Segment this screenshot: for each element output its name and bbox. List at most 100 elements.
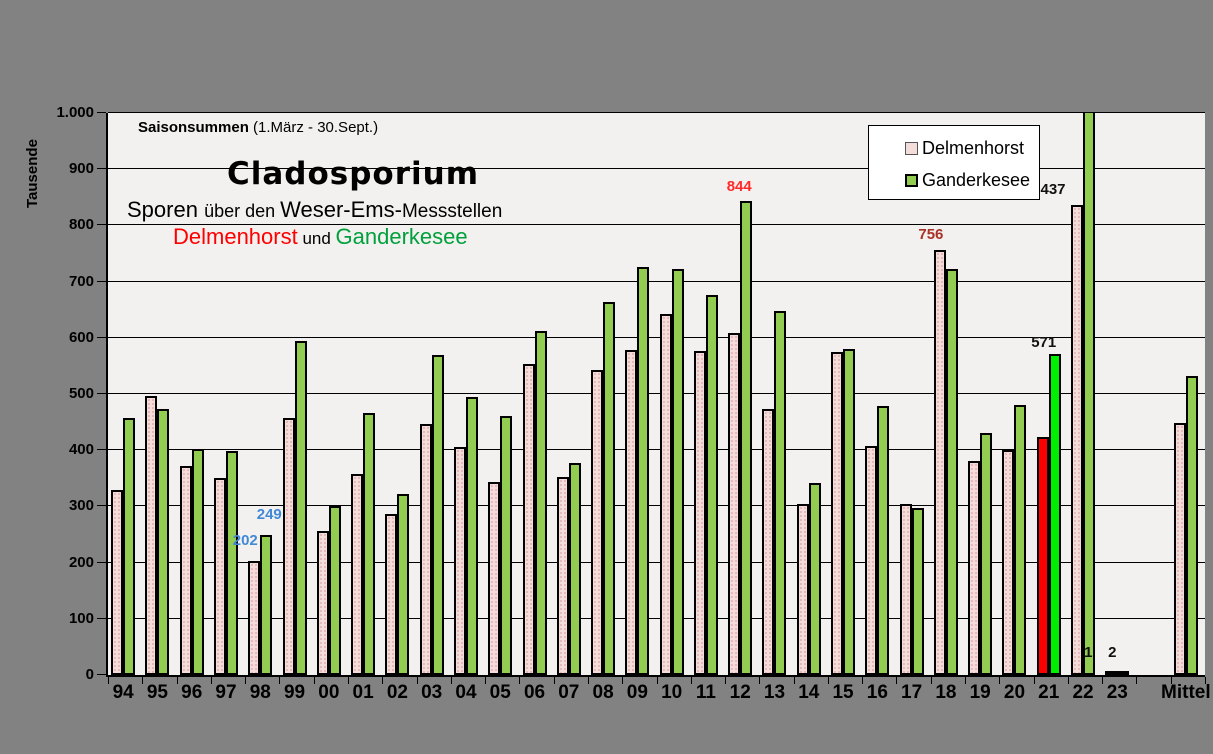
legend-item-delmenhorst: Delmenhorst <box>905 138 1024 159</box>
bar-delmenhorst-98 <box>248 561 261 675</box>
x-axis-label-09: 09 <box>626 682 648 703</box>
bar-delmenhorst-13 <box>762 408 775 675</box>
x-axis-label-99: 99 <box>283 682 306 703</box>
gridline-200 <box>108 561 1205 563</box>
season-heading-bold: Saisonsummen <box>138 119 249 136</box>
x-axis-tick <box>896 677 898 684</box>
x-axis-label-97: 97 <box>215 682 237 703</box>
bar-delmenhorst-07 <box>556 477 569 675</box>
bar-ganderkesee-Mittel <box>1185 376 1198 675</box>
x-axis-tick <box>176 677 178 684</box>
x-axis-tick <box>347 677 349 684</box>
bar-delmenhorst-21 <box>1036 437 1049 675</box>
gridline-100 <box>108 617 1205 619</box>
x-axis-tick <box>416 677 418 684</box>
x-axis-tick <box>313 677 315 684</box>
x-axis-tick <box>725 677 727 684</box>
bar-ganderkesee-01 <box>363 412 376 675</box>
x-axis-label-02: 02 <box>386 682 408 703</box>
x-axis-label-15: 15 <box>832 682 854 703</box>
bar-ganderkesee-15 <box>843 349 856 675</box>
bar-delmenhorst-17 <box>899 503 912 675</box>
ganderkesee-swatch-icon <box>905 174 918 187</box>
data-label-756: 756 <box>918 226 944 244</box>
bar-ganderkesee-98 <box>260 535 273 675</box>
legend-item-ganderkesee: Ganderkesee <box>905 170 1030 191</box>
x-axis-tick <box>279 677 281 684</box>
bar-delmenhorst-19 <box>968 460 981 675</box>
x-axis-tick <box>1205 677 1206 684</box>
x-axis-tick <box>245 677 247 684</box>
x-axis-tick <box>587 677 589 684</box>
x-axis-tick <box>827 677 829 684</box>
station-name-delmenhorst: Delmenhorst <box>173 224 298 249</box>
bar-delmenhorst-08 <box>591 370 604 675</box>
bar-ganderkesee-22 <box>1083 113 1096 675</box>
x-axis-tick <box>930 677 932 684</box>
station-conjunction: und <box>297 229 336 248</box>
x-axis-tick <box>1067 677 1069 684</box>
x-axis-label-01: 01 <box>352 682 374 703</box>
gridline-1.000 <box>108 112 1205 113</box>
y-axis-tick <box>97 617 106 619</box>
y-axis-tick <box>97 449 106 451</box>
y-axis-tick <box>97 393 106 394</box>
bar-ganderkesee-03 <box>431 354 444 675</box>
x-axis-tick <box>1136 677 1138 684</box>
delmenhorst-swatch-icon <box>905 142 918 155</box>
x-axis-label-00: 00 <box>318 682 340 703</box>
x-axis-label-03: 03 <box>421 682 443 703</box>
bar-ganderkesee-99 <box>294 340 307 675</box>
x-axis-label-96: 96 <box>181 682 203 703</box>
x-axis-tick <box>108 677 109 684</box>
gridline-400 <box>108 449 1205 451</box>
bar-ganderkesee-07 <box>568 463 581 675</box>
x-axis-label-94: 94 <box>112 682 134 703</box>
bar-delmenhorst-14 <box>796 503 809 675</box>
data-label-437: 437 <box>1040 181 1066 199</box>
subtitle-word: den <box>245 201 281 221</box>
bar-delmenhorst-95 <box>145 395 158 675</box>
bar-ganderkesee-08 <box>603 302 616 675</box>
x-axis-tick <box>656 677 658 684</box>
x-axis-label-20: 20 <box>1003 682 1026 703</box>
y-axis-tick <box>97 336 106 338</box>
season-heading-range: (1.März - 30.Sept.) <box>248 119 379 136</box>
x-axis-tick <box>1033 677 1035 684</box>
bar-delmenhorst-10 <box>659 313 672 675</box>
y-axis-tick <box>97 561 106 563</box>
x-axis-tick <box>1102 677 1104 684</box>
y-axis-tick <box>97 224 106 226</box>
subtitle-word: über <box>204 201 246 221</box>
x-axis-label-16: 16 <box>866 682 888 703</box>
y-axis-label-800: 800 <box>68 216 94 234</box>
bar-ganderkesee-19 <box>980 433 993 675</box>
y-axis-label-600: 600 <box>68 328 94 346</box>
bar-ganderkesee-05 <box>500 416 513 675</box>
x-axis-tick <box>210 677 212 684</box>
x-axis-label-23: 23 <box>1106 682 1128 703</box>
bar-delmenhorst-23 <box>1105 671 1118 675</box>
station-names: Delmenhorst und Ganderkesee <box>173 224 468 250</box>
bar-ganderkesee-96 <box>191 449 204 675</box>
y-axis-label-100: 100 <box>68 609 94 627</box>
x-axis-label-11: 11 <box>695 682 716 703</box>
data-label-249: 249 <box>256 506 282 524</box>
x-axis-label-05: 05 <box>489 682 511 703</box>
bar-delmenhorst-11 <box>693 350 706 675</box>
subtitle-word: Sporen <box>127 197 205 222</box>
bar-delmenhorst-15 <box>831 351 844 675</box>
x-axis-label-04: 04 <box>455 682 477 703</box>
x-axis-label-22: 22 <box>1072 682 1094 703</box>
bar-ganderkesee-95 <box>157 408 170 675</box>
bar-delmenhorst-97 <box>213 478 226 675</box>
y-axis-tick <box>97 674 106 675</box>
bar-ganderkesee-10 <box>671 268 684 675</box>
bar-ganderkesee-12 <box>740 200 753 675</box>
gridline-300 <box>108 505 1205 507</box>
y-axis-label-400: 400 <box>68 441 94 459</box>
x-axis-label-95: 95 <box>146 682 168 703</box>
bar-ganderkesee-04 <box>465 397 478 675</box>
x-axis-tick <box>965 677 967 684</box>
y-axis-tick <box>97 280 106 282</box>
